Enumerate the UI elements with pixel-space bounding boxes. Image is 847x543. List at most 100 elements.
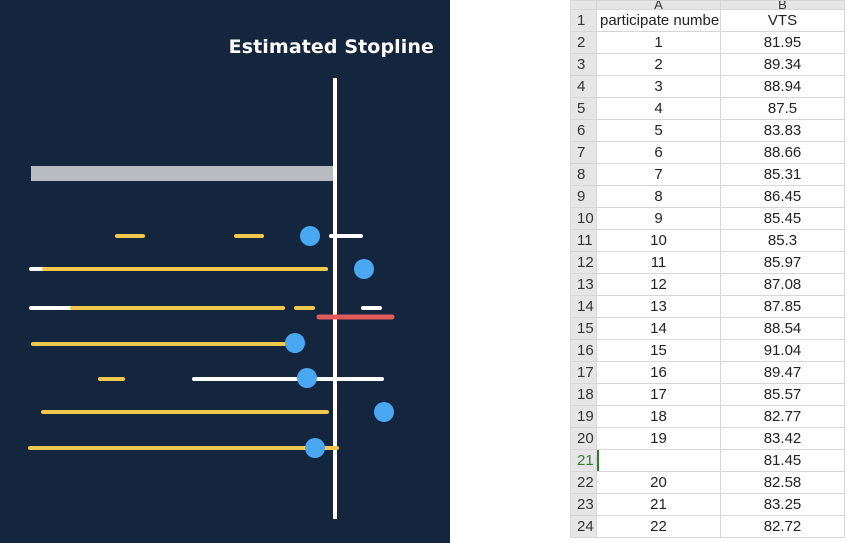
cell-a[interactable]: 3 [596,75,721,98]
table-row: 7 6 88.66 [570,141,845,164]
cell-a[interactable]: 18 [596,405,721,428]
row-header[interactable]: 18 [570,383,597,406]
cell-b[interactable]: 81.95 [720,31,845,54]
table-row: 21 81.45 [570,449,845,472]
cell-b[interactable]: VTS [720,9,845,32]
table-row: 19 18 82.77 [570,405,845,428]
cell-a[interactable]: 22 [596,515,721,538]
cell-a[interactable]: 14 [596,317,721,340]
cell-a[interactable]: 15 [596,339,721,362]
row-header[interactable]: 15 [570,317,597,340]
row-header[interactable]: 9 [570,185,597,208]
row-header[interactable]: 3 [570,53,597,76]
row-header[interactable]: 24 [570,515,597,538]
cell-b[interactable]: 85.45 [720,207,845,230]
cell-a[interactable]: 10 [596,229,721,252]
table-row: 6 5 83.83 [570,119,845,142]
row-header[interactable]: 10 [570,207,597,230]
cell-a[interactable]: 16 [596,361,721,384]
cell-a[interactable]: 11 [596,251,721,274]
cell-b[interactable]: 87.85 [720,295,845,318]
cell-b[interactable]: 91.04 [720,339,845,362]
table-row: 20 19 83.42 [570,427,845,450]
blue-dot [300,226,320,246]
row-header[interactable]: 7 [570,141,597,164]
row-header[interactable]: 12 [570,251,597,274]
cell-a[interactable]: 9 [596,207,721,230]
cell-b[interactable]: 85.97 [720,251,845,274]
cell-b[interactable]: 87.5 [720,97,845,120]
cell-a[interactable]: 21 [596,493,721,516]
row-header[interactable]: 19 [570,405,597,428]
cell-b[interactable]: 82.77 [720,405,845,428]
stopline-task-panel: Estimated Stopline [0,0,450,543]
row-header[interactable]: 4 [570,75,597,98]
cell-b[interactable]: 85.57 [720,383,845,406]
cell-b[interactable]: 86.45 [720,185,845,208]
cell-b[interactable]: 85.31 [720,163,845,186]
cell-b[interactable]: 85.3 [720,229,845,252]
cell-b[interactable]: 83.25 [720,493,845,516]
row-header[interactable]: 6 [570,119,597,142]
cell-b[interactable]: 88.66 [720,141,845,164]
spreadsheet: A B 1 participate number VTS 2 1 81.95 3 2 89.34… [570,0,847,543]
spreadsheet-grid: A B 1 participate number VTS 2 1 81.95 3 2 89.34… [570,0,845,538]
row-header[interactable]: 22 [570,471,597,494]
row-header[interactable]: 23 [570,493,597,516]
column-header-row: A B [570,0,845,10]
cell-a[interactable]: 1 [596,31,721,54]
table-row: 10 9 85.45 [570,207,845,230]
column-header-b[interactable]: B [720,0,845,10]
cell-a[interactable] [596,449,721,472]
cell-b[interactable]: 88.94 [720,75,845,98]
table-row: 14 13 87.85 [570,295,845,318]
cell-a[interactable]: participate number [596,9,721,32]
table-row: 11 10 85.3 [570,229,845,252]
cell-b[interactable]: 82.58 [720,471,845,494]
cell-a[interactable]: 19 [596,427,721,450]
table-row: 18 17 85.57 [570,383,845,406]
blue-dot [374,402,394,422]
row-header[interactable]: 13 [570,273,597,296]
cell-a[interactable]: 4 [596,97,721,120]
table-row: 3 2 89.34 [570,53,845,76]
cell-b[interactable]: 89.34 [720,53,845,76]
row-header[interactable]: 2 [570,31,597,54]
row-header[interactable]: 21 [570,449,597,472]
cell-a[interactable]: 20 [596,471,721,494]
cell-b[interactable]: 82.72 [720,515,845,538]
row-header[interactable]: 1 [570,9,597,32]
column-header-a[interactable]: A [596,0,721,10]
cell-a[interactable]: 5 [596,119,721,142]
cell-b[interactable]: 89.47 [720,361,845,384]
row-header[interactable]: 16 [570,339,597,362]
table-row: 15 14 88.54 [570,317,845,340]
task-title: Estimated Stopline [228,36,434,58]
cell-b[interactable]: 87.08 [720,273,845,296]
table-row: 22 20 82.58 [570,471,845,494]
cell-a[interactable]: 7 [596,163,721,186]
table-row: 4 3 88.94 [570,75,845,98]
cell-b[interactable]: 81.45 [720,449,845,472]
cell-a[interactable]: 8 [596,185,721,208]
cell-a[interactable]: 12 [596,273,721,296]
table-row: 5 4 87.5 [570,97,845,120]
row-header[interactable]: 14 [570,295,597,318]
cell-a[interactable]: 2 [596,53,721,76]
cell-b[interactable]: 88.54 [720,317,845,340]
table-row: 17 16 89.47 [570,361,845,384]
cell-b[interactable]: 83.42 [720,427,845,450]
cell-a[interactable]: 13 [596,295,721,318]
cell-b[interactable]: 83.83 [720,119,845,142]
select-all-corner[interactable] [570,0,597,10]
row-header[interactable]: 17 [570,361,597,384]
table-row: 1 participate number VTS [570,9,845,32]
cell-a[interactable]: 17 [596,383,721,406]
row-header[interactable]: 5 [570,97,597,120]
cell-a[interactable]: 6 [596,141,721,164]
row-header[interactable]: 8 [570,163,597,186]
table-row: 23 21 83.25 [570,493,845,516]
row-header[interactable]: 20 [570,427,597,450]
blue-dot [305,438,325,458]
row-header[interactable]: 11 [570,229,597,252]
